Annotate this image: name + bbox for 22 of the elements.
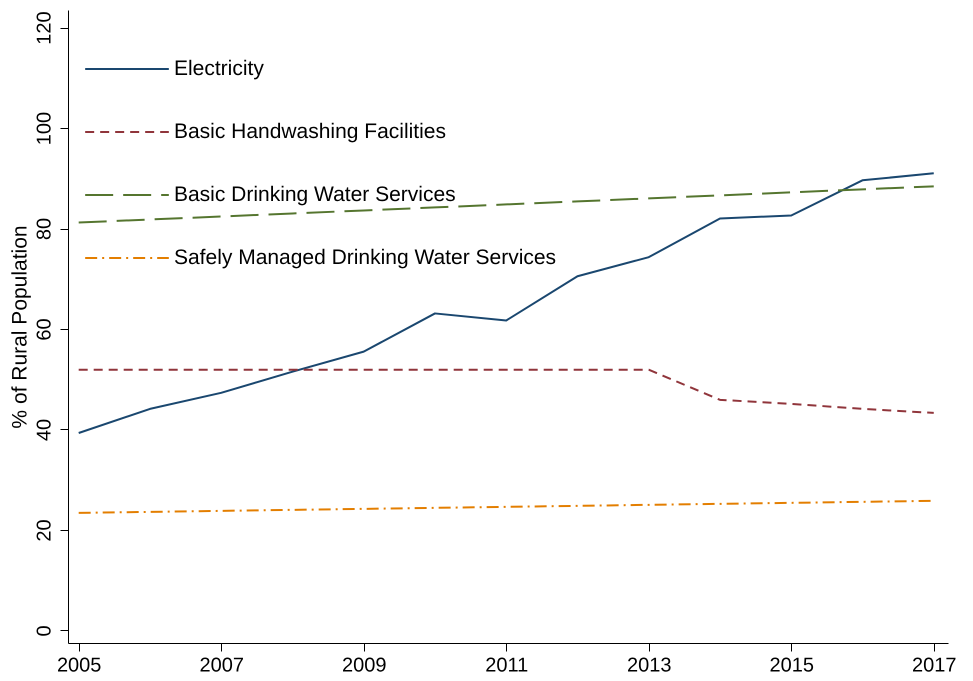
y-axis-title: % of Rural Population [8,225,32,429]
legend-label: Basic Handwashing Facilities [174,120,446,143]
x-tick-label: 2005 [56,654,102,676]
x-tick-label: 2015 [769,654,814,676]
x-tick-label: 2009 [342,654,386,676]
x-tick-label: 2013 [626,654,672,676]
line-series [78,172,935,434]
line-series [78,185,935,224]
y-tick-label: 60 [34,318,56,341]
line-series [78,368,935,414]
y-tick-label: 120 [34,11,56,45]
y-tick-label: 0 [34,625,56,637]
x-tick-label: 2007 [199,654,244,676]
legend-label: Safely Managed Drinking Water Services [174,246,556,269]
y-tick-label: 20 [34,519,56,542]
x-tick-label: 2011 [485,654,528,676]
x-tick-label: 2017 [912,654,956,676]
y-tick-label: 100 [34,112,56,146]
legend-label: Basic Drinking Water Services [174,183,456,206]
y-tick-label: 80 [34,218,56,240]
legend-label: Electricity [174,57,264,80]
y-tick-label: 40 [34,418,56,442]
